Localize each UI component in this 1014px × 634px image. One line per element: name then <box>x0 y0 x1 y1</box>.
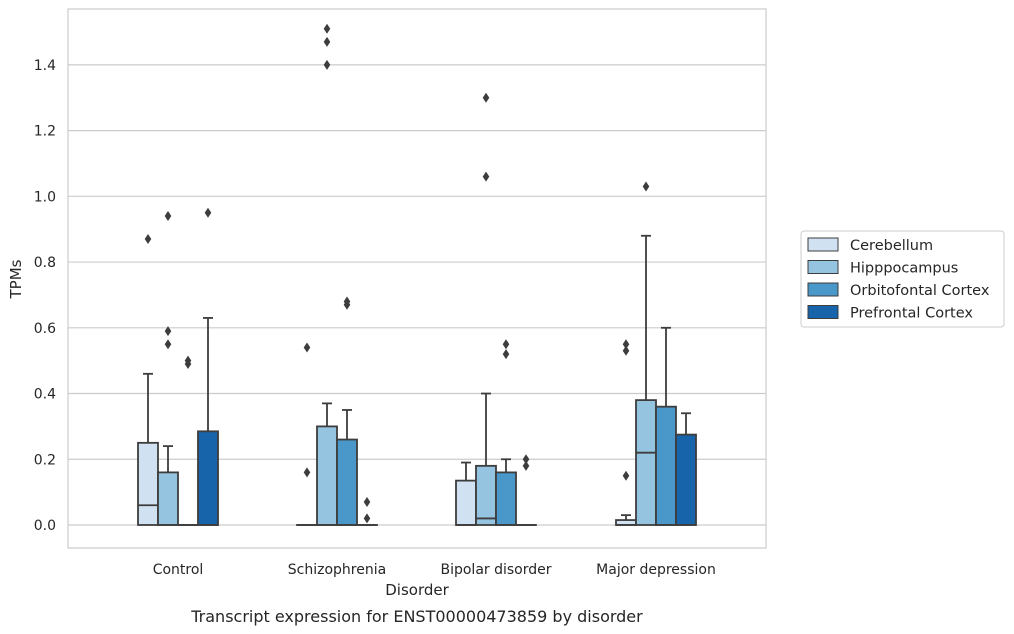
outlier-point <box>323 23 331 34</box>
y-tick-label: 0.2 <box>34 452 56 468</box>
box-body <box>336 438 358 526</box>
outlier-point <box>622 339 630 350</box>
plot-frame <box>67 8 767 549</box>
outlier-point <box>164 339 172 350</box>
legend-swatch <box>807 282 839 297</box>
grid-lines <box>68 64 766 526</box>
outlier-point <box>343 296 351 307</box>
box-body <box>197 430 219 526</box>
box-body <box>455 479 477 526</box>
box-body <box>495 471 517 526</box>
box-orbitofontal-cortex <box>495 339 517 526</box>
legend-label: Prefrontal Cortex <box>850 306 973 322</box>
box-body <box>675 433 697 526</box>
outlier-point <box>522 454 530 465</box>
box-body <box>635 399 657 526</box>
box-body <box>655 405 677 526</box>
outlier-point <box>622 345 630 356</box>
x-tick-label: Schizophrenia <box>288 562 386 578</box>
box-body <box>475 464 497 526</box>
outlier-point <box>184 355 192 366</box>
box-hipppocampus <box>157 211 179 526</box>
outlier-point <box>144 234 152 245</box>
outlier-point <box>164 326 172 337</box>
outlier-point <box>363 496 371 507</box>
y-tick-label: 1.0 <box>34 189 56 205</box>
y-axis-label: TPMs <box>7 259 25 299</box>
box-body <box>137 441 159 526</box>
legend-label: Cerebellum <box>850 238 933 254</box>
legend-label: Hipppocampus <box>850 261 958 277</box>
box-hipppocampus <box>316 23 338 526</box>
outlier-point <box>164 211 172 222</box>
legend-swatch <box>807 237 839 252</box>
y-tick-label: 1.2 <box>34 124 56 140</box>
y-tick-label: 0.6 <box>34 321 56 337</box>
x-tick-label: Bipolar disorder <box>440 562 551 578</box>
x-tick-label: Control <box>153 562 204 578</box>
x-tick-labels: Control Schizophrenia Bipolar disorder Majo… <box>153 562 716 578</box>
outlier-point <box>522 460 530 471</box>
outlier-point <box>502 349 510 360</box>
box-cerebellum <box>455 461 477 526</box>
legend-swatch <box>807 305 839 319</box>
box-hipppocampus <box>475 92 497 526</box>
outlier-point <box>482 171 490 182</box>
y-tick-label: 1.4 <box>34 58 56 74</box>
outlier-point <box>303 467 311 478</box>
box-body <box>316 425 338 526</box>
box-body <box>157 471 179 526</box>
box-hipppocampus <box>635 181 657 526</box>
y-tick-label: 0.4 <box>34 387 56 403</box>
box-prefrontal-cortex <box>675 412 697 526</box>
outlier-point <box>502 339 510 350</box>
outlier-point <box>482 92 490 103</box>
box-orbitofontal-cortex <box>336 296 358 526</box>
legend-frame <box>800 230 1005 328</box>
box-prefrontal-cortex <box>197 207 219 526</box>
x-axis-label: Disorder <box>385 581 449 599</box>
outlier-point <box>323 36 331 47</box>
legend: Cerebellum Hipppocampus Orbitofontal Corte… <box>800 230 1005 328</box>
x-tick-label: Major depression <box>596 562 716 578</box>
legend-label: Orbitofontal Cortex <box>850 283 990 299</box>
box-orbitofontal-cortex <box>177 355 199 526</box>
outlier-point <box>642 181 650 192</box>
chart-caption: Transcript expression for ENST0000047385… <box>190 607 643 626</box>
outlier-point <box>303 342 311 353</box>
box-cerebellum <box>615 339 637 526</box>
outlier-point <box>363 513 371 524</box>
box-prefrontal-cortex <box>356 496 378 526</box>
outlier-point <box>323 59 331 70</box>
box-orbitofontal-cortex <box>655 326 677 526</box>
y-tick-label: 0.8 <box>34 255 56 271</box>
box-groups <box>137 23 697 526</box>
y-tick-labels: 0.0 0.2 0.4 0.6 0.8 1.0 1.2 1.4 <box>34 58 56 534</box>
box-cerebellum <box>137 234 159 526</box>
outlier-point <box>622 470 630 481</box>
outlier-point <box>204 207 212 218</box>
box-prefrontal-cortex <box>515 454 537 526</box>
box-cerebellum <box>296 342 318 526</box>
legend-swatch <box>807 260 839 274</box>
y-tick-label: 0.0 <box>34 518 56 534</box>
